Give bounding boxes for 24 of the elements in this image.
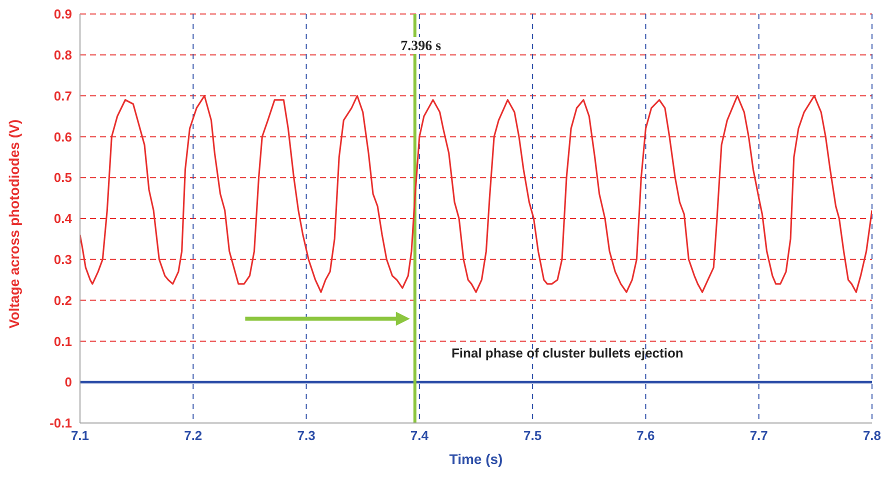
x-tick-label: 7.7: [750, 428, 768, 444]
y-tick-label: 0.9: [54, 6, 72, 22]
x-tick-label: 7.8: [862, 428, 882, 444]
y-tick-label: 0: [64, 374, 72, 390]
x-axis-title: Time (s): [449, 451, 503, 467]
annotation: Final phase of cluster bullets ejection: [451, 345, 684, 360]
y-tick-label: 0.5: [54, 170, 72, 186]
y-tick-label: 0.7: [54, 88, 72, 104]
y-tick-label: 0.1: [54, 334, 72, 349]
y-tick-label: -0.1: [50, 416, 72, 431]
y-tick-label: 0.6: [54, 129, 72, 144]
x-tick-label: 7.4: [410, 428, 430, 444]
line-series: [80, 95, 872, 293]
x-tick-label: 7.5: [524, 428, 542, 444]
ref-line-label: 7.396 s: [400, 39, 442, 54]
y-tick-label: 0.8: [54, 48, 72, 63]
y-axis-title: Voltage across photodiodes (V): [6, 120, 22, 328]
x-tick-label: 7.2: [184, 428, 202, 444]
x-tick-label: 7.1: [70, 428, 90, 444]
y-tick-label: 0.4: [54, 211, 73, 226]
x-tick-label: 7.3: [297, 428, 316, 444]
x-tick-label: 7.6: [636, 428, 655, 444]
y-tick-label: 0.3: [54, 252, 72, 268]
y-tick-label: 0.2: [54, 292, 72, 308]
